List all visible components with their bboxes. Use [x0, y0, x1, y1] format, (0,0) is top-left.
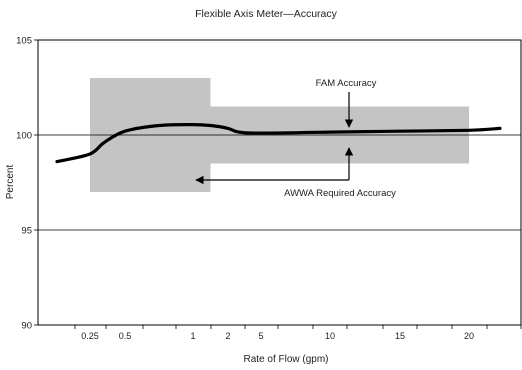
x-tick-label: 2 — [225, 331, 230, 341]
plot-frame — [37, 39, 522, 326]
series-line-fam-accuracy — [55, 122, 502, 164]
annotation-awwa-accuracy: AWWA Required Accuracy — [284, 188, 396, 199]
x-tick-label: 5 — [258, 331, 263, 341]
chart-title: Flexible Axis Meter—Accuracy — [195, 8, 338, 20]
x-axis-label: Rate of Flow (gpm) — [243, 354, 328, 365]
x-tick-label: 0.25 — [81, 331, 99, 341]
annotation-fam-accuracy: FAM Accuracy — [316, 78, 377, 89]
y-axis-label: Percent — [5, 165, 16, 200]
x-tick-label: 20 — [464, 331, 474, 341]
y-tick-label: 90 — [21, 321, 32, 332]
x-tick-label: 1 — [190, 331, 195, 341]
x-tick-label: 15 — [395, 331, 405, 341]
x-tick-label: 0.5 — [119, 331, 132, 341]
x-tick-label: 10 — [325, 331, 335, 341]
y-tick-label: 100 — [16, 131, 32, 142]
plot-area: 90 95 100 105 0.25 0.5 1 2 5 10 15 20 FAM Accuracy AW… — [16, 36, 522, 341]
y-tick-label: 95 — [21, 226, 32, 237]
y-tick-label: 105 — [16, 36, 32, 47]
